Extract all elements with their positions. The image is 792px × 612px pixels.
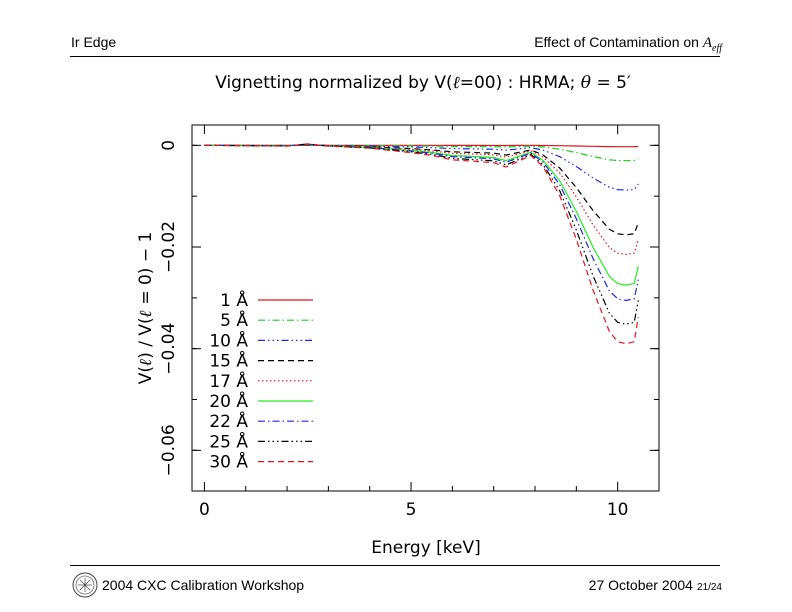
legend-label: 1 Å	[220, 289, 248, 311]
title-part: =00) : HRMA;	[460, 73, 581, 93]
title-part: ℓ	[453, 73, 460, 93]
header-rule	[70, 56, 720, 57]
x-tick-label: 5	[406, 500, 417, 520]
legend-label: 22 Å	[209, 410, 248, 432]
aeff-symbol: A	[702, 35, 712, 51]
footer-workshop: 2004 CXC Calibration Workshop	[102, 577, 305, 593]
y-tick-label: 0	[159, 140, 179, 151]
footer-date-page: 27 October 2004 21/24	[589, 577, 722, 593]
legend-label: 20 Å	[209, 390, 248, 412]
series-line-4	[204, 143, 639, 256]
header-title-right-text: Effect of Contamination on	[534, 34, 703, 50]
y-tick-label: −0.04	[159, 323, 179, 375]
ylabel-part: = 0) − 1	[136, 232, 156, 310]
title-part: Vignetting normalized by V(	[215, 73, 452, 93]
ylabel-part: V(	[136, 366, 156, 384]
x-tick-label: 10	[607, 500, 629, 520]
title-part: θ	[581, 73, 591, 93]
ylabel-part: ℓ	[136, 310, 156, 317]
footer-date: 27 October 2004	[588, 577, 693, 593]
page-number: 21/24	[696, 582, 722, 593]
legend-label: 10 Å	[209, 329, 248, 351]
legend-label: 25 Å	[209, 430, 248, 452]
x-tick-label: 0	[199, 500, 210, 520]
cxc-logo-icon	[72, 572, 98, 598]
ylabel-part: ℓ	[136, 359, 156, 366]
title-part: = 5′	[591, 73, 631, 93]
legend-label: 5 Å	[220, 309, 248, 331]
aeff-subscript: eff	[712, 42, 722, 54]
legend-label: 30 Å	[209, 451, 248, 473]
y-tick-label: −0.02	[159, 221, 179, 273]
series-line-8	[204, 143, 639, 345]
series-line-5	[204, 143, 639, 286]
ylabel-part: ) / V(	[136, 317, 156, 358]
series-line-6	[204, 143, 639, 302]
plot-frame	[191, 124, 660, 492]
series-line-7	[204, 143, 639, 325]
x-axis-label: Energy [keV]	[371, 538, 481, 558]
y-tick-label: −0.06	[159, 424, 179, 476]
y-axis-label: V(ℓ) / V(ℓ = 0) − 1	[136, 232, 156, 385]
header-title-right: Effect of Contamination on Aeff	[534, 34, 722, 54]
series-line-1	[204, 144, 639, 162]
legend-label: 17 Å	[209, 370, 248, 392]
header-title-left: Ir Edge	[71, 34, 117, 50]
footer-rule	[70, 565, 720, 566]
legend-label: 15 Å	[209, 350, 248, 372]
chart-title: Vignetting normalized by V(ℓ=00) : HRMA;…	[215, 73, 631, 93]
